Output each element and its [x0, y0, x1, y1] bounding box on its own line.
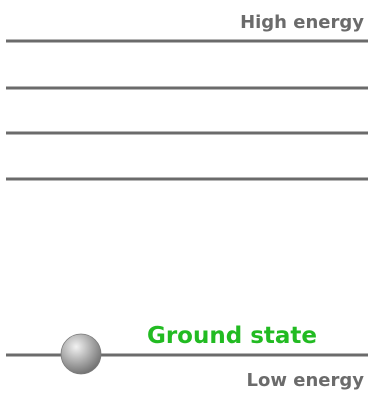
high-energy-label: High energy	[240, 12, 364, 33]
low-energy-label: Low energy	[247, 370, 365, 391]
electron-sphere-icon	[60, 333, 102, 375]
ground-state-label: Ground state	[147, 323, 317, 349]
